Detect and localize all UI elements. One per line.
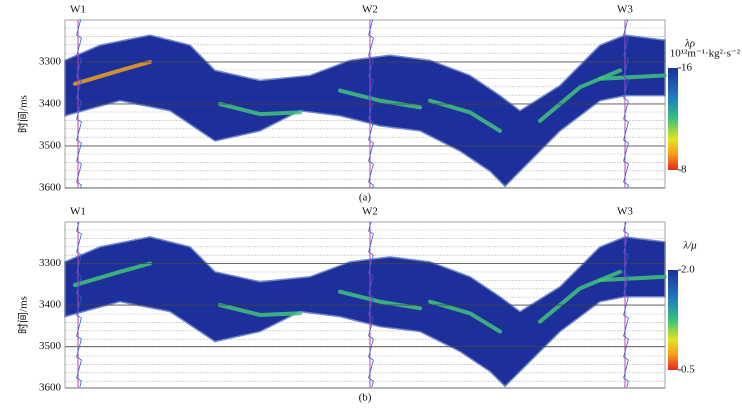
well-log (368, 19, 374, 189)
y-tick-label: 3600 (39, 182, 62, 194)
y-tick-label: 3400 (39, 98, 62, 110)
colorbar-tick-label: 0.5 (681, 364, 695, 376)
colorbar-tick-label: 2.0 (681, 264, 695, 276)
plot-frame (64, 19, 666, 189)
caption: (a) (359, 192, 372, 204)
well-label: W3 (617, 4, 633, 16)
y-tick-label: 3500 (39, 140, 62, 152)
caption: (b) (359, 392, 372, 404)
well-log (623, 221, 629, 388)
attribute-streak (338, 289, 422, 311)
y-tick-label: 3300 (39, 56, 62, 68)
well-log (368, 221, 374, 388)
well-log (76, 221, 82, 388)
well-label: W2 (362, 206, 378, 218)
attribute-streak (338, 88, 422, 110)
y-axis-label: 时间/ms (17, 95, 30, 133)
well-label: W2 (362, 4, 378, 16)
colorbar-tick-label: 16 (681, 62, 693, 74)
y-tick-label: 3500 (39, 340, 62, 352)
attribute-streak (598, 73, 667, 81)
colorbar (668, 270, 678, 370)
attribute-streak (73, 60, 152, 86)
colorbar-title: λρ (684, 38, 695, 50)
panel: 3300 3400 3500 3600 W1 W2 W3 时间/ms (a) 8 16 λρ10¹²m… (17, 4, 741, 204)
well-label: W1 (70, 4, 86, 16)
attribute-streak (73, 261, 152, 288)
well-log (623, 19, 629, 189)
y-tick-label: 3400 (39, 299, 62, 311)
attribute-streak (598, 274, 667, 283)
y-tick-label: 3600 (39, 382, 62, 394)
well-label: W1 (70, 206, 86, 218)
attribute-streak (428, 98, 502, 133)
colorbar (668, 68, 678, 170)
attribute-streak (538, 269, 622, 324)
well-log (76, 19, 82, 189)
colorbar-unit: 10¹²m⁻¹·kg²·s⁻² (670, 48, 741, 60)
attribute-body (64, 34, 666, 188)
panel: 3300 3400 3500 3600 W1 W2 W3 时间/ms (b) 0.5 2.0 λ/μ (17, 206, 698, 404)
y-tick-label: 3300 (39, 257, 62, 269)
colorbar-title: λ/μ (682, 240, 697, 252)
attribute-body (64, 236, 666, 388)
colorbar-tick-label: 8 (681, 164, 687, 176)
attribute-streak (428, 299, 502, 334)
attribute-streak (218, 303, 302, 317)
attribute-streak (538, 68, 622, 123)
plot-frame (64, 221, 666, 389)
well-label: W3 (617, 206, 633, 218)
y-axis-label: 时间/ms (17, 296, 30, 334)
attribute-streak (218, 102, 302, 117)
